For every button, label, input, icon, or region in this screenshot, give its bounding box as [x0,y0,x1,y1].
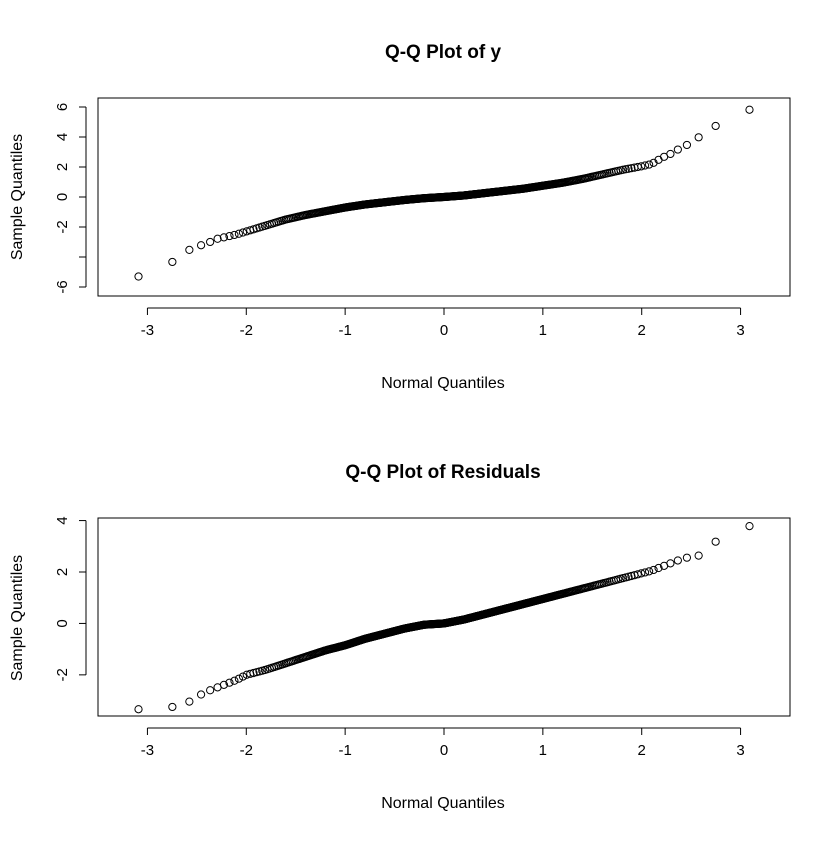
data-point [645,160,654,169]
x-tick-label: 2 [638,322,646,339]
y-tick-label: 4 [54,516,71,524]
qq-plot-residuals-panel: Q-Q Plot of Residuals Normal Quantiles S… [9,462,791,812]
x-tick-label: 0 [440,742,448,759]
data-point [666,149,675,159]
x-axis-label: Normal Quantiles [381,375,505,392]
data-point [624,164,633,173]
data-point [711,537,720,546]
data-point [711,121,720,131]
data-point [666,559,675,568]
y-tick-label: -6 [54,280,71,293]
data-point [645,567,654,576]
data-point [694,133,703,142]
data-point [185,697,194,706]
data-point [633,570,642,579]
data-point [168,257,177,267]
data-point [640,568,650,577]
data-point [234,674,243,683]
x-tick-label: 0 [440,322,448,339]
data-point [168,702,177,712]
y-axis: -2 0 2 4 [54,516,87,682]
data-point [196,690,206,699]
data-point [637,162,646,171]
data-point [206,686,215,695]
qq-plot-y-panel: Q-Q Plot of y Normal Quantiles Sample Qu… [9,42,791,392]
data-point [238,672,248,681]
data-point [213,234,222,243]
y-tick-label: 6 [54,103,71,111]
y-axis-label: Sample Quantiles [9,134,26,260]
data-point [206,237,215,247]
data-point [219,233,229,242]
x-axis: -3 -2 -1 0 1 2 3 [141,727,745,759]
x-tick-label: 1 [539,742,547,759]
data-point [682,553,692,562]
data-point [649,565,658,575]
chart-title: Q-Q Plot of y [385,42,502,63]
data-point [219,680,229,689]
data-point [134,705,143,714]
data-point [225,231,234,241]
y-axis-label: Sample Quantiles [9,555,26,681]
x-tick-label: 1 [539,322,547,339]
data-point [745,105,754,114]
data-point [230,676,239,685]
y-tick-label: 0 [54,193,71,201]
x-tick-label: -2 [240,742,253,759]
x-axis: -3 -2 -1 0 1 2 3 [141,307,745,339]
x-axis-label: Normal Quantiles [381,795,505,812]
plot-frame [97,517,791,717]
data-point [640,161,650,170]
data-points [134,521,754,714]
data-point [673,145,682,154]
data-point [249,668,258,678]
data-point [238,228,248,237]
data-point [185,245,194,255]
data-point [196,241,206,250]
x-tick-label: -3 [141,742,154,759]
y-axis: -6 -2 0 2 4 6 [54,103,87,294]
plot-frame [97,97,791,297]
data-point [627,164,636,173]
x-tick-label: -2 [240,322,253,339]
x-tick-label: 3 [736,742,744,759]
data-point [694,551,703,560]
data-point [654,563,663,573]
x-tick-label: -1 [338,322,351,339]
x-tick-label: 2 [638,742,646,759]
data-point [230,230,239,240]
y-tick-label: -2 [54,668,71,681]
data-point [745,521,754,531]
data-point [621,165,630,174]
data-point [682,140,692,150]
data-point [234,229,243,238]
data-point [637,569,646,578]
y-tick-label: 4 [54,133,71,141]
y-tick-label: 0 [54,619,71,627]
x-tick-label: 3 [736,322,744,339]
y-tick-label: 2 [54,568,71,576]
data-point [134,272,143,281]
x-tick-label: -1 [338,742,351,759]
data-point [225,678,234,687]
data-point [673,556,682,565]
x-tick-label: -3 [141,322,154,339]
chart-title: Q-Q Plot of Residuals [345,462,540,483]
y-tick-label: 2 [54,163,71,171]
data-point [246,669,255,678]
y-tick-label: -2 [54,220,71,233]
data-point [627,571,636,581]
data-points [134,105,754,281]
